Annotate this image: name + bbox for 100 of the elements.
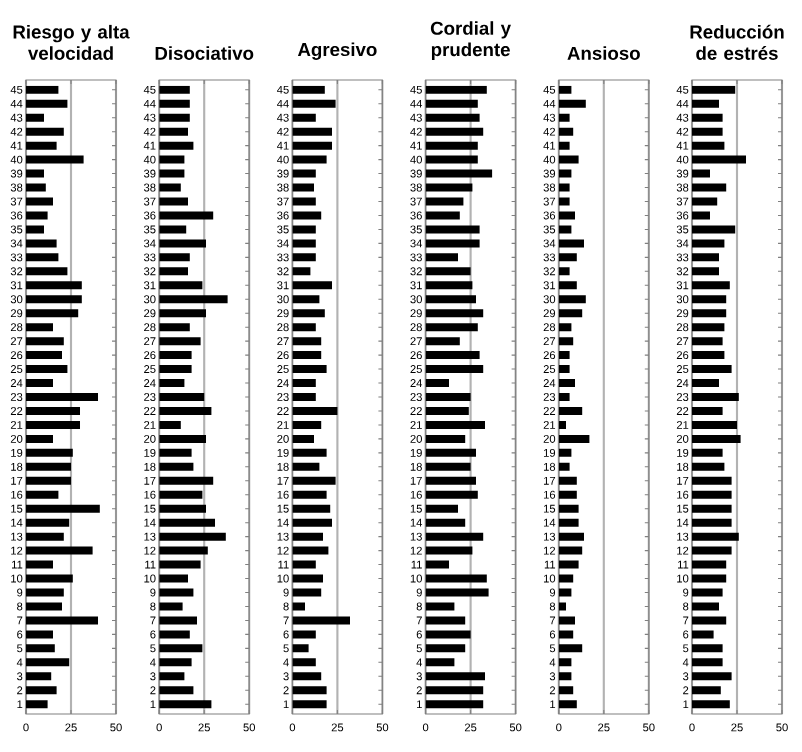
bar: [159, 672, 185, 681]
bar: [692, 365, 732, 374]
bar: [26, 379, 53, 388]
bar: [159, 546, 208, 555]
bar: [26, 434, 53, 443]
bar: [159, 267, 188, 276]
bar: [26, 476, 71, 485]
bar: [558, 393, 570, 401]
bar: [425, 239, 480, 248]
bar: [292, 588, 322, 597]
bar: [425, 127, 484, 136]
bar: [292, 127, 333, 136]
bar: [159, 239, 207, 248]
bar: [159, 337, 201, 346]
bar: [558, 658, 572, 667]
bar: [425, 504, 459, 513]
bar: [425, 99, 478, 108]
bar: [692, 700, 730, 709]
bar: [425, 406, 469, 415]
bar: [26, 420, 81, 429]
bar: [558, 225, 572, 234]
bar: [26, 448, 73, 457]
bar: [26, 630, 53, 639]
bar: [26, 393, 99, 401]
bar: [692, 337, 723, 346]
bar: [692, 155, 747, 164]
bar: [692, 281, 730, 290]
bar: [292, 672, 322, 681]
bar: [159, 504, 207, 513]
bar: [558, 672, 572, 681]
bar: [26, 686, 57, 695]
bar: [692, 546, 732, 555]
bar: [692, 420, 737, 429]
bar: [26, 225, 44, 234]
bar: [292, 448, 327, 457]
bar: [292, 700, 327, 709]
bar: [292, 295, 320, 304]
bar: [159, 351, 192, 360]
bar: [26, 616, 99, 625]
bar: [692, 309, 727, 318]
bar: [425, 658, 455, 667]
bar: [292, 323, 316, 332]
bar: [425, 532, 484, 541]
bar: [292, 169, 316, 178]
bar: [558, 127, 574, 136]
bar: [692, 574, 727, 583]
bar: [558, 448, 572, 457]
bar: [292, 281, 333, 290]
bar: [26, 490, 59, 499]
bar: [26, 588, 64, 597]
bar: [692, 434, 741, 443]
bar: [425, 644, 466, 653]
bar: [26, 602, 62, 611]
bar: [425, 672, 485, 681]
bar: [425, 85, 487, 94]
bar: [425, 379, 450, 388]
bar: [26, 295, 82, 304]
bar: [558, 239, 584, 248]
bar: [26, 309, 79, 318]
bar: [26, 281, 82, 290]
bar: [159, 127, 188, 136]
bar: [692, 127, 723, 136]
bar: [159, 169, 185, 178]
bar: [425, 267, 471, 276]
bar: [159, 588, 194, 597]
bar: [26, 99, 68, 108]
bar: [558, 700, 577, 709]
bar: [692, 630, 714, 639]
bar: [425, 225, 480, 234]
bar: [558, 183, 570, 192]
bar: [692, 644, 723, 653]
bar: [692, 658, 723, 667]
chart-title: Disociativo: [155, 46, 254, 60]
bar: [26, 462, 71, 471]
bar: [159, 253, 190, 262]
bar: [558, 574, 574, 583]
bar: [558, 588, 572, 597]
bar: [692, 239, 725, 248]
bar: [692, 197, 718, 206]
bar: [26, 141, 57, 150]
bar: [159, 85, 190, 94]
bar: [425, 351, 480, 360]
bar: [26, 267, 68, 276]
bar: [292, 225, 316, 234]
bar: [159, 644, 203, 653]
bar: [159, 462, 194, 471]
bar: [159, 476, 214, 485]
bar: [292, 379, 316, 388]
bar: [558, 351, 570, 360]
bar: [558, 504, 579, 513]
bar: [558, 267, 570, 276]
bar: [558, 490, 577, 499]
bar: [26, 365, 68, 374]
bar: [692, 448, 723, 457]
bar: [26, 644, 55, 653]
bar: [292, 504, 331, 513]
bar: [425, 434, 466, 443]
bar: [159, 420, 181, 429]
bar: [425, 393, 471, 401]
bar: [692, 518, 732, 527]
